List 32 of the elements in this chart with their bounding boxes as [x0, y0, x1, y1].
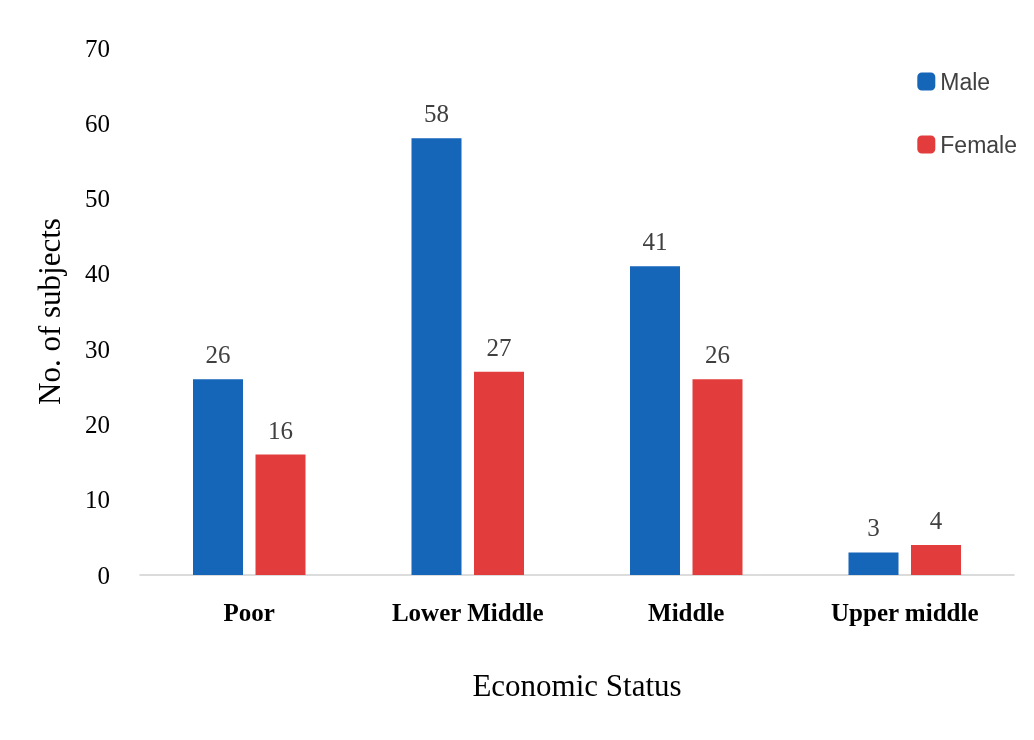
y-tick-label: 60: [85, 109, 110, 137]
bar: [474, 371, 524, 575]
y-tick-label: 20: [85, 410, 110, 438]
data-label: 41: [642, 228, 668, 256]
bar: [193, 379, 243, 575]
data-label: 26: [705, 341, 730, 369]
bar: [630, 266, 680, 575]
data-label: 26: [205, 341, 231, 369]
legend-label: Female: [940, 131, 1018, 158]
bar: [848, 552, 899, 575]
y-tick-label: 30: [85, 335, 110, 363]
bar: [255, 454, 306, 575]
data-label: 27: [486, 333, 512, 361]
data-label: 4: [929, 506, 943, 534]
x-tick-label: Middle: [648, 599, 725, 626]
bar: [411, 138, 462, 575]
data-label: 16: [268, 416, 293, 444]
legend-label: Male: [940, 68, 991, 95]
y-tick-label: 0: [97, 561, 110, 589]
y-tick-label: 50: [85, 185, 110, 213]
x-tick-label: Poor: [223, 599, 275, 626]
x-axis-title: Economic Status: [472, 668, 682, 703]
bar: [692, 379, 743, 575]
bar: [911, 544, 961, 575]
data-label: 3: [867, 514, 880, 542]
x-tick-label: Lower Middle: [391, 599, 544, 626]
y-tick-label: 10: [85, 486, 110, 514]
y-tick-label: 70: [85, 34, 110, 62]
x-tick-label: Upper middle: [831, 599, 979, 626]
data-label: 58: [424, 100, 449, 128]
y-tick-label: 40: [85, 260, 110, 288]
y-axis-title: No. of subjects: [32, 218, 67, 405]
